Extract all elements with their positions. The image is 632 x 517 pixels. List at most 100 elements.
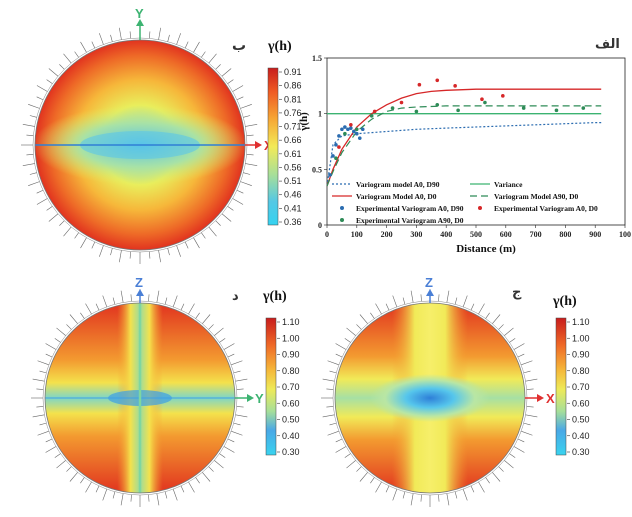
ring-tick — [172, 489, 178, 501]
ring-tick — [110, 248, 113, 256]
ring-tick — [59, 64, 65, 70]
data-point — [521, 106, 526, 110]
ring-tick — [236, 189, 244, 194]
x-tick-label: 100 — [351, 230, 363, 239]
ring-tick — [36, 406, 44, 408]
ring-tick — [112, 491, 116, 499]
data-point — [337, 145, 341, 149]
ring-tick — [492, 314, 501, 324]
colorbar-tick-label: 0.86 — [284, 81, 302, 91]
data-point — [334, 143, 338, 147]
ring-tick — [36, 189, 44, 194]
ring-tick — [329, 370, 337, 374]
colorbar-tick-label: 0.56 — [284, 162, 302, 172]
ring-tick — [513, 343, 525, 350]
ring-tick — [214, 327, 224, 336]
colorbar-tick-label: 0.51 — [284, 176, 302, 186]
ring-tick — [322, 378, 335, 382]
data-point — [369, 114, 374, 118]
x-tick-label: 200 — [381, 230, 393, 239]
ring-tick — [214, 460, 224, 469]
y-tick-label: 1 — [318, 110, 322, 119]
ring-tick — [335, 438, 343, 443]
ring-tick — [375, 481, 382, 493]
ring-tick — [164, 491, 168, 499]
axis-up-label-br: Z — [425, 275, 433, 290]
data-point — [417, 82, 422, 87]
colorbar-bottom-left — [265, 317, 277, 456]
ring-tick — [85, 303, 92, 315]
data-point — [399, 100, 404, 105]
ring-tick — [99, 245, 104, 257]
colorbar-tick-label: 0.30 — [282, 447, 300, 457]
colorbar-top-left — [267, 67, 279, 226]
colorbar-tick-label: 0.66 — [284, 135, 302, 145]
ring-tick — [45, 343, 57, 350]
ring-tick — [46, 206, 53, 211]
ring-tick — [454, 491, 458, 499]
colorbar-tick-label: 0.40 — [572, 431, 590, 441]
ring-tick — [219, 453, 226, 458]
ring-tick — [326, 406, 334, 408]
colorbar-ticks-bottom-left: 1.10 1.00 0.90 0.80 0.70 0.60 0.50 0.40 0.30 — [277, 317, 300, 457]
ring-tick — [223, 343, 235, 350]
ring-tick — [22, 124, 35, 127]
ring-tick — [410, 493, 414, 506]
ring-tick — [180, 303, 185, 311]
data-point — [352, 129, 356, 134]
ring-tick — [392, 489, 398, 501]
ring-tick — [240, 104, 252, 109]
ring-tick — [156, 493, 160, 506]
colorbar-tick-label: 0.60 — [572, 398, 590, 408]
colorbar-title-top-left: γ(h) — [267, 39, 292, 54]
ring-tick — [110, 34, 113, 42]
ring-tick — [227, 206, 234, 211]
ring-tick — [335, 446, 347, 453]
colorbar-bottom-right — [555, 317, 567, 456]
ring-tick — [240, 181, 252, 186]
ring-tick — [243, 115, 251, 118]
colorbar-tick-label: 0.41 — [284, 203, 302, 213]
y-tick-label: 0 — [318, 221, 322, 230]
ring-tick — [66, 324, 72, 330]
ring-tick — [22, 163, 35, 166]
x-tick-label: 600 — [500, 230, 512, 239]
ring-tick — [45, 353, 53, 358]
ring-tick — [329, 422, 337, 426]
ring-tick — [36, 198, 48, 205]
ring-tick — [236, 406, 244, 408]
ring-tick — [66, 466, 72, 472]
ring-tick — [36, 96, 44, 101]
ring-tick — [521, 430, 533, 436]
colorbar-ticks-bottom-right: 1.10 1.00 0.90 0.80 0.70 0.60 0.50 0.40 0.30 — [567, 317, 590, 457]
x-tick-label: 700 — [530, 230, 542, 239]
ring-tick — [176, 33, 181, 45]
colorbar-tick-label: 0.80 — [572, 366, 590, 376]
ring-tick — [148, 294, 150, 302]
ring-tick — [48, 213, 59, 222]
ring-tick — [184, 41, 189, 49]
ring-tick — [74, 51, 79, 58]
ring-tick — [523, 422, 531, 426]
ring-tick — [454, 297, 458, 305]
axis-up-label-bl: Z — [135, 275, 143, 290]
ring-tick — [63, 53, 72, 64]
data-point — [501, 94, 505, 98]
ring-tick — [327, 360, 339, 366]
ring-tick — [215, 220, 221, 226]
colorbar-tick-label: 0.40 — [282, 431, 300, 441]
ring-tick — [232, 198, 244, 205]
ring-tick — [54, 338, 61, 343]
data-point — [390, 106, 395, 110]
ring-tick — [156, 290, 160, 303]
ring-tick — [370, 477, 375, 484]
axis-right-label-bl: Y — [255, 391, 264, 406]
ring-tick — [356, 324, 362, 330]
ring-tick — [39, 370, 47, 374]
ring-tick — [243, 172, 251, 175]
ring-tick — [322, 414, 335, 418]
legend-label: Variogram model A0, D90 — [356, 180, 440, 189]
ring-tick — [195, 477, 200, 484]
colorbar-tick-label: 0.50 — [572, 415, 590, 425]
chart-plot-area: 0 100 200 300 400 500 600 700 800 900 10000.511.5D… — [298, 54, 631, 255]
